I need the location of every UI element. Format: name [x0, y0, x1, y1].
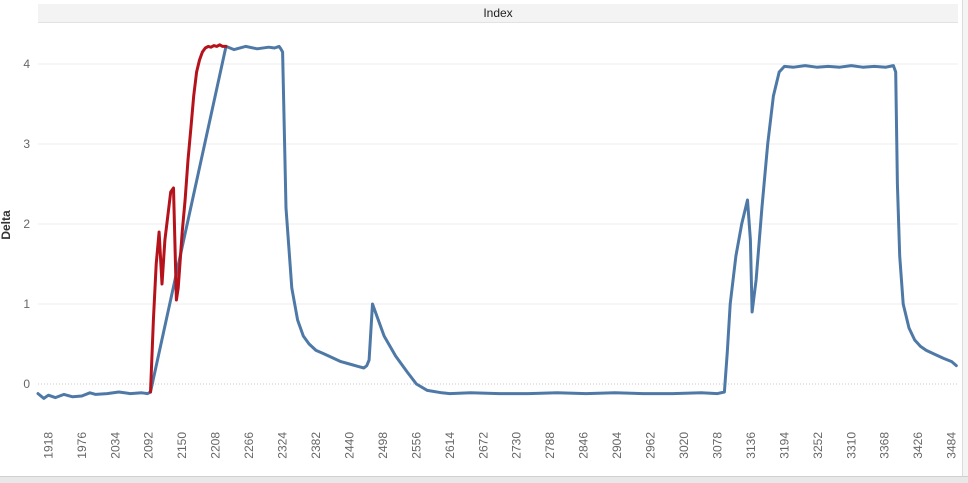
x-tick-label: 3020: [677, 432, 691, 459]
x-tick-label: 3310: [844, 432, 858, 459]
x-tick-label: 3194: [777, 432, 791, 459]
x-tick-label: 1918: [41, 432, 55, 459]
series-line-highlight: [149, 43, 228, 394]
y-tick-label: 1: [23, 297, 30, 311]
x-tick-label: 2498: [376, 432, 390, 459]
x-tick-label: 2324: [276, 432, 290, 459]
x-tick-label: 2730: [510, 432, 524, 459]
series-line-primary: [36, 44, 958, 400]
x-tick-label: 2846: [577, 432, 591, 459]
x-tick-label: 3252: [811, 432, 825, 459]
x-tick-label: 2904: [610, 432, 624, 459]
x-tick-label: 1976: [75, 432, 89, 459]
x-tick-label: 2266: [242, 432, 256, 459]
x-tick-label: 2150: [175, 432, 189, 459]
x-tick-labels: 1918 1976 2034 2092 2150 2208 2266 2324 2382 2440…: [41, 432, 958, 459]
x-tick-label: 2788: [543, 432, 557, 459]
chart-title: Index: [483, 6, 513, 20]
y-tick-label: 0: [23, 377, 30, 391]
x-tick-label: 2672: [476, 432, 490, 459]
x-tick-label: 3078: [710, 432, 724, 459]
series-group: [36, 43, 958, 400]
x-tick-label: 2962: [644, 432, 658, 459]
x-tick-label: 3368: [878, 432, 892, 459]
x-tick-label: 3136: [744, 432, 758, 459]
x-tick-label: 2440: [342, 432, 356, 459]
x-tick-label: 2208: [209, 432, 223, 459]
y-tick-label: 3: [23, 137, 30, 151]
x-tick-label: 2092: [142, 432, 156, 459]
y-tick-labels: 0 1 2 3 4: [23, 57, 30, 391]
x-tick-label: 3484: [945, 432, 959, 459]
header-band: Index: [38, 4, 958, 23]
x-tick-label: 2382: [309, 432, 323, 459]
horizontal-scrollbar-track[interactable]: [0, 476, 968, 483]
grid-lines: [38, 63, 958, 305]
x-tick-label: 2614: [443, 432, 457, 459]
y-tick-label: 4: [23, 57, 30, 71]
vertical-scrollbar-track[interactable]: [962, 0, 968, 476]
x-tick-label: 2034: [108, 432, 122, 459]
x-tick-label: 2556: [409, 432, 423, 459]
y-tick-label: 2: [23, 217, 30, 231]
x-tick-label: 3426: [911, 432, 925, 459]
